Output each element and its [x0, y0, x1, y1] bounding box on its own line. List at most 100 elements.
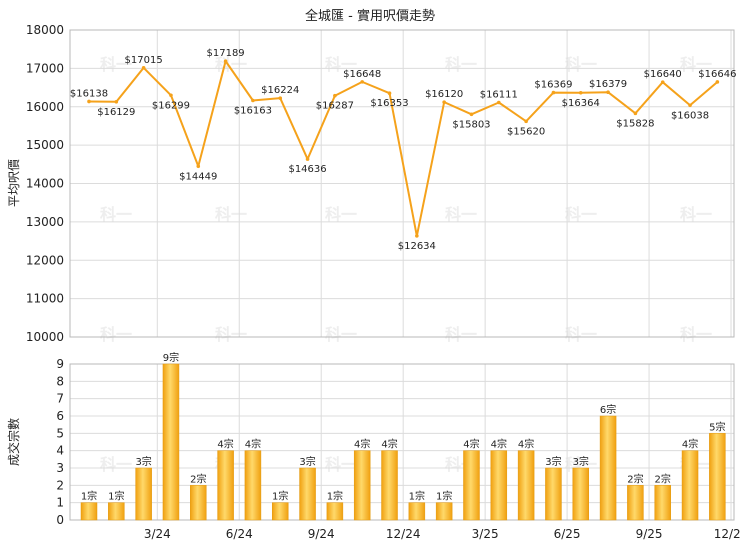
price-point: [387, 91, 392, 96]
watermark-text: 科一: [680, 205, 712, 224]
watermark-text: 科一: [100, 455, 132, 474]
x-tick-label: 3/24: [144, 527, 171, 541]
volume-data-label: 1宗: [108, 490, 124, 503]
volume-data-label: 1宗: [327, 490, 343, 503]
price-data-label: $17015: [125, 55, 163, 66]
volume-bar: [408, 502, 426, 521]
price-point: [333, 93, 337, 98]
price-point: [251, 98, 255, 103]
line-y-tick-label: 17000: [26, 61, 64, 75]
price-data-label: $16038: [671, 110, 709, 121]
watermark-text: 科一: [325, 55, 357, 74]
volume-bar: [108, 502, 125, 521]
volume-data-label: 4宗: [245, 438, 261, 451]
volume-data-label: 5宗: [709, 420, 725, 433]
watermark-text: 科一: [445, 55, 477, 74]
watermark-text: 科一: [215, 325, 247, 344]
volume-bar: [572, 467, 590, 521]
price-data-label: $14636: [288, 164, 326, 175]
volume-bar: [326, 502, 344, 521]
volume-data-label: 4宗: [217, 438, 233, 451]
price-data-label: $12634: [398, 241, 436, 252]
watermark-text: 科一: [325, 455, 357, 474]
bar-y-tick-label: 1: [56, 496, 64, 510]
volume-bar: [353, 450, 371, 521]
bar-y-tick-label: 0: [56, 513, 64, 527]
price-data-label: $16163: [234, 105, 272, 116]
watermark-text: 科一: [680, 325, 712, 344]
bar-y-tick-label: 2: [56, 478, 64, 492]
price-data-label: $15828: [616, 118, 654, 129]
volume-bar: [271, 502, 289, 521]
line-y-tick-label: 12000: [26, 253, 64, 267]
price-data-label: $15620: [507, 126, 545, 137]
price-point: [223, 59, 228, 63]
volume-data-label: 3宗: [135, 455, 151, 468]
bar-y-tick-label: 9: [56, 357, 64, 371]
price-data-label: $16287: [316, 101, 354, 112]
volume-data-label: 4宗: [354, 438, 370, 451]
volume-bar: [135, 467, 152, 521]
price-point: [524, 119, 528, 124]
bar-chart-ylabel: 成交宗數: [6, 418, 21, 466]
volume-data-label: 2宗: [627, 472, 643, 485]
volume-bar: [190, 485, 207, 521]
volume-data-label: 9宗: [163, 351, 179, 364]
price-data-label: $16138: [70, 88, 108, 99]
x-tick-label: 9/24: [308, 527, 335, 541]
bar-y-tick-label: 4: [56, 444, 64, 458]
price-data-label: $16364: [562, 98, 600, 109]
volume-data-label: 1宗: [272, 490, 288, 503]
watermark-text: 科一: [215, 205, 247, 224]
price-point: [715, 80, 720, 84]
watermark-text: 科一: [325, 325, 357, 344]
x-tick-label: 12/24: [386, 527, 421, 541]
volume-bar: [217, 450, 234, 521]
volume-data-label: 1宗: [81, 490, 97, 503]
volume-data-label: 1宗: [436, 490, 452, 503]
price-point: [87, 99, 91, 104]
volume-bar: [162, 363, 180, 521]
price-point: [141, 65, 146, 70]
price-point: [305, 157, 310, 161]
volume-data-label: 2宗: [190, 472, 206, 485]
price-data-label: $15803: [452, 119, 490, 130]
price-data-label: $16640: [644, 69, 682, 80]
volume-data-label: 3宗: [573, 455, 589, 468]
price-point: [278, 96, 283, 100]
price-point: [551, 90, 556, 95]
watermark-text: 科一: [565, 205, 597, 224]
volume-bar: [490, 450, 508, 521]
volume-bar: [627, 485, 644, 521]
bar-y-tick-label: 6: [56, 409, 64, 423]
volume-data-label: 4宗: [682, 438, 698, 451]
watermark-text: 科一: [565, 325, 597, 344]
volume-bar: [654, 485, 671, 521]
volume-data-label: 1宗: [409, 490, 425, 503]
watermark-text: 科一: [565, 55, 597, 74]
line-plot-frame: [69, 29, 735, 338]
price-point: [688, 103, 692, 108]
volume-bar: [463, 450, 480, 521]
watermark-text: 科一: [100, 205, 132, 224]
price-point: [606, 90, 610, 95]
price-data-label: $14449: [179, 171, 217, 182]
price-point: [578, 90, 583, 95]
price-point: [633, 111, 638, 116]
volume-data-label: 2宗: [655, 472, 671, 485]
x-tick-label: 3/25: [472, 527, 499, 541]
volume-data-label: 4宗: [518, 438, 534, 451]
price-data-label: $16353: [370, 98, 408, 109]
price-point: [415, 234, 419, 238]
line-y-tick-label: 13000: [26, 215, 64, 229]
volume-data-label: 3宗: [545, 455, 561, 468]
bar-plot-frame: [69, 363, 735, 521]
price-point: [169, 93, 173, 98]
x-tick-label: 6/24: [226, 527, 253, 541]
bar-y-tick-label: 3: [56, 461, 64, 475]
volume-data-label: 4宗: [491, 438, 507, 451]
line-y-tick-label: 16000: [26, 100, 64, 114]
watermark-text: 科一: [100, 325, 132, 344]
